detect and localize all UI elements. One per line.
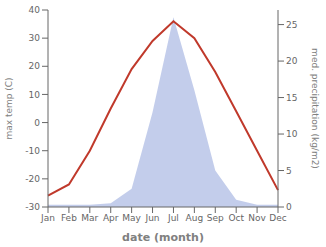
svg-text:Sep: Sep [207,213,224,223]
svg-text:-10: -10 [25,146,40,156]
svg-text:-20: -20 [25,174,40,184]
svg-text:5: 5 [286,166,292,176]
svg-text:Mar: Mar [81,213,98,223]
svg-text:Jul: Jul [167,213,179,223]
svg-text:15: 15 [286,93,297,103]
svg-text:Jun: Jun [145,213,160,223]
svg-text:-30: -30 [25,202,40,212]
svg-text:20: 20 [29,61,41,71]
svg-text:Nov: Nov [248,213,266,223]
svg-text:20: 20 [286,56,298,66]
svg-text:0: 0 [286,202,292,212]
svg-text:0: 0 [34,118,40,128]
svg-text:10: 10 [29,90,41,100]
svg-text:25: 25 [286,20,297,30]
svg-text:Jan: Jan [40,213,55,223]
svg-text:max temp (C): max temp (C) [8,77,14,139]
svg-text:10: 10 [286,129,298,139]
svg-text:40: 40 [29,5,41,15]
svg-text:Apr: Apr [103,213,119,223]
svg-text:med. precipitation (kg/m2): med. precipitation (kg/m2) [310,48,318,169]
svg-text:Dec: Dec [269,213,286,223]
svg-text:Aug: Aug [186,213,204,223]
svg-text:Feb: Feb [61,213,77,223]
svg-text:May: May [122,213,141,223]
svg-text:30: 30 [29,33,41,43]
svg-text:Oct: Oct [228,213,244,223]
svg-text:date (month): date (month) [122,231,204,244]
